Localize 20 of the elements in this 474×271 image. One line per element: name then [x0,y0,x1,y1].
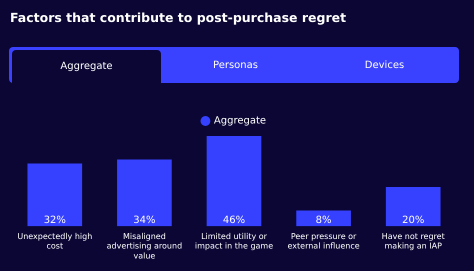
data-label: 20% [402,214,424,226]
text: Personas [212,58,259,72]
x-tick-label: Misaligned advertising around value [106,232,182,260]
chart-title: Factors that contribute to post-purchase regret [10,10,346,25]
text: Aggregate [12,50,161,83]
bar [296,210,351,226]
x-tick-label: Peer pressure or external influence [288,232,360,251]
data-label: 32% [44,214,66,226]
text: Devices [364,58,406,72]
bar [206,136,262,226]
x-tick-label: Have not regret making an IAP [382,232,445,251]
x-tick-label: Unexpectedly high cost [17,232,92,251]
bar [386,186,441,226]
data-label: 8% [316,214,332,226]
bar [117,160,172,226]
bar [27,163,82,226]
data-label: 46% [222,214,246,226]
x-tick-label: Limited utility or impact in the game [194,232,274,251]
legend-label: Aggregate [214,116,266,127]
data-label: 34% [133,214,156,226]
